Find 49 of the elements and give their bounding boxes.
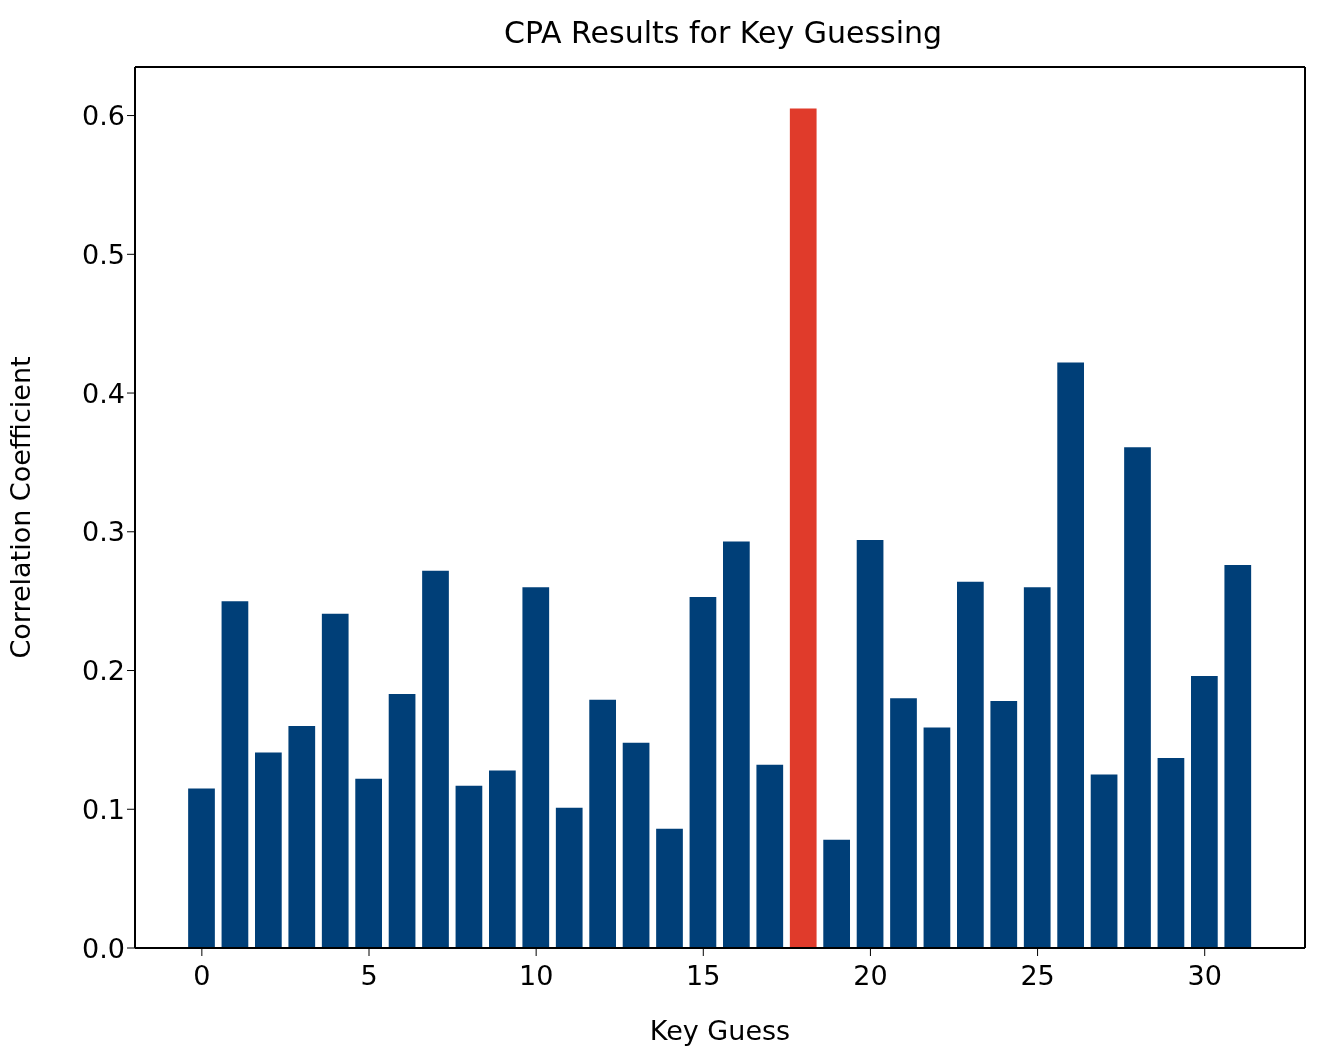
bar (723, 541, 750, 948)
y-tick-label: 0.4 (82, 377, 125, 409)
bar (1157, 757, 1185, 948)
y-tick-label: 0.6 (82, 100, 125, 132)
bar (1224, 565, 1252, 948)
bar (188, 788, 215, 948)
bar (1057, 362, 1085, 948)
bar (656, 828, 683, 948)
bar (823, 839, 851, 948)
bar (388, 694, 416, 948)
bar (422, 570, 449, 948)
y-tick-label: 0.3 (82, 516, 125, 548)
bar (756, 764, 784, 948)
y-tick-label: 0.5 (82, 238, 125, 270)
y-tick-label: 0.1 (82, 793, 125, 825)
bar (1023, 587, 1051, 948)
bar (890, 698, 917, 948)
bar (355, 778, 383, 948)
bar (1191, 676, 1218, 948)
bar (522, 587, 550, 948)
y-tick-label: 0.2 (82, 655, 125, 687)
bar (555, 807, 583, 948)
x-tick-label: 0 (193, 960, 211, 992)
bar (589, 699, 617, 948)
bar (321, 613, 349, 948)
x-tick-label: 10 (518, 960, 554, 992)
bar (1124, 447, 1151, 948)
bar (221, 601, 249, 948)
x-tick-label: 5 (360, 960, 378, 992)
bar (288, 726, 316, 948)
x-tick-label: 20 (853, 960, 888, 992)
x-tick-label: 15 (686, 960, 721, 992)
y-tick-label: 0.0 (82, 932, 125, 964)
bar (957, 581, 984, 948)
bar (990, 701, 1018, 948)
bar (856, 540, 884, 948)
bar (489, 770, 516, 948)
bar (622, 742, 650, 948)
bar (455, 785, 483, 948)
x-axis-title: Key Guess (649, 1015, 791, 1046)
bar (689, 596, 717, 948)
bar (255, 752, 282, 948)
x-tick-label: 30 (1187, 960, 1222, 992)
x-tick-label: 25 (1020, 960, 1055, 992)
bar (1090, 774, 1118, 948)
bar (923, 727, 951, 948)
chart-title: CPA Results for Key Guessing (502, 14, 944, 52)
y-axis-title: Correlation Coefficient (4, 356, 36, 659)
bar (789, 108, 817, 948)
